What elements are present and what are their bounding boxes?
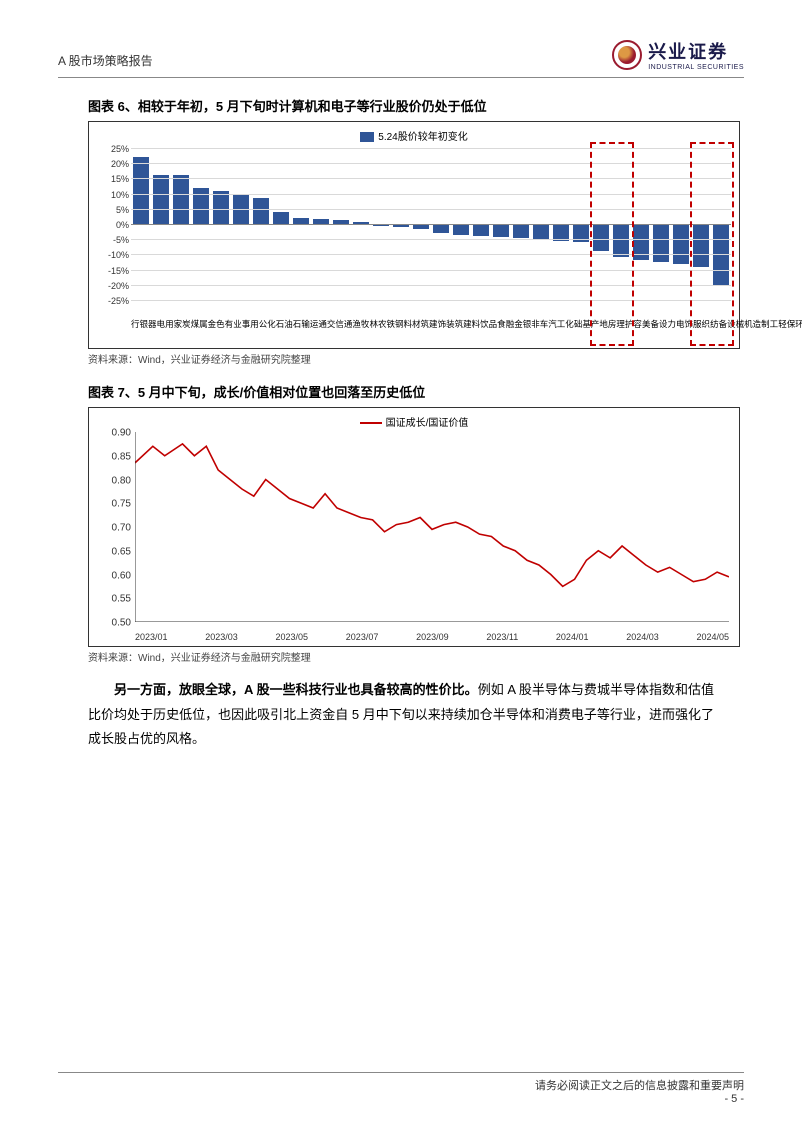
chart6-ytick: 10% xyxy=(91,190,129,200)
chart6-ytick: 25% xyxy=(91,144,129,154)
chart6-xtick: 石油石化 xyxy=(267,302,301,346)
chart6-bar xyxy=(453,224,469,235)
chart6-highlight-box xyxy=(690,142,734,346)
chart6-xtick: 农林牧渔 xyxy=(352,302,386,346)
company-name-en: INDUSTRIAL SECURITIES xyxy=(648,64,744,71)
chart6-bar xyxy=(173,175,189,224)
chart7-title: 图表 7、5 月中下旬，成长/价值相对位置也回落至历史低位 xyxy=(88,382,744,401)
chart7-ytick: 0.60 xyxy=(93,570,131,581)
chart7-legend: 国证成长/国证价值 xyxy=(89,414,739,429)
chart6-bar xyxy=(273,212,289,224)
chart6-legend: 5.24股价较年初变化 xyxy=(89,128,739,143)
company-name-cn: 兴业证券 xyxy=(648,38,744,64)
chart6-xtick: 通信 xyxy=(335,302,352,346)
chart6-bar xyxy=(673,224,689,264)
chart7-ytick: 0.50 xyxy=(93,618,131,629)
chart6-ytick: 0% xyxy=(91,220,129,230)
chart6-bar xyxy=(513,224,529,238)
chart6-xtick: 有色金属 xyxy=(199,302,233,346)
chart7-xtick: 2023/11 xyxy=(486,632,518,642)
chart7-xtick: 2023/05 xyxy=(276,632,309,642)
chart7-ytick: 0.75 xyxy=(93,499,131,510)
page-footer: 请务必阅读正文之后的信息披露和重要声明 - 5 - xyxy=(58,1072,744,1105)
chart6-bar xyxy=(153,175,169,224)
chart7-legend-label: 国证成长/国证价值 xyxy=(386,418,469,429)
chart6-legend-swatch xyxy=(360,132,374,142)
chart7-line xyxy=(135,444,729,587)
chart7-x-labels: 2023/01 2023/03 2023/05 2023/07 2023/09 2023/… xyxy=(135,632,729,642)
chart7-xtick: 2023/07 xyxy=(346,632,379,642)
chart6-ytick: -20% xyxy=(91,281,129,291)
chart6-ytick: 20% xyxy=(91,159,129,169)
chart6-xtick: 家用电器 xyxy=(148,302,182,346)
page-header: A 股市场策略报告 兴业证券 INDUSTRIAL SECURITIES xyxy=(58,38,744,78)
chart7-ytick: 0.70 xyxy=(93,523,131,534)
chart6-xtick: 基础化工 xyxy=(557,302,591,346)
chart6-ytick: -25% xyxy=(91,296,129,306)
chart7-xtick: 2023/01 xyxy=(135,632,168,642)
chart6-source: 资料来源：Wind，兴业证券经济与金融研究院整理 xyxy=(88,351,744,366)
chart6-xtick: 公用事业 xyxy=(233,302,267,346)
chart7-plot xyxy=(135,432,729,622)
chart6-xtick: 煤炭 xyxy=(182,302,199,346)
chart6-xtick: 轻工制造 xyxy=(753,302,787,346)
chart7-ytick: 0.90 xyxy=(93,428,131,439)
chart6-xtick: 钢铁 xyxy=(386,302,403,346)
report-type: A 股市场策略报告 xyxy=(58,38,153,69)
chart6-xtick: 环保 xyxy=(787,302,802,346)
chart7-ytick: 0.65 xyxy=(93,546,131,557)
chart7-source: 资料来源：Wind，兴业证券经济与金融研究院整理 xyxy=(88,649,744,664)
chart6-bar xyxy=(253,198,269,224)
chart6-legend-label: 5.24股价较年初变化 xyxy=(378,132,467,143)
chart6-xtick: 非银金融 xyxy=(506,302,540,346)
chart6-box: 5.24股价较年初变化 银行家用电器煤炭有色金属公用事业石油石化交通运输通信农林… xyxy=(88,121,740,349)
chart6-title: 图表 6、相较于年初，5 月下旬时计算机和电子等行业股价仍处于低位 xyxy=(88,96,744,115)
chart6-x-labels: 银行家用电器煤炭有色金属公用事业石油石化交通运输通信农林牧渔钢铁建筑材料建筑装饰… xyxy=(131,302,731,346)
chart7-ytick: 0.80 xyxy=(93,475,131,486)
body-para1-bold: 另一方面，放眼全球，A 股一些科技行业也具备较高的性价比。 xyxy=(114,682,478,697)
chart6-xtick: 食品饮料 xyxy=(472,302,506,346)
chart7-legend-line xyxy=(360,422,382,424)
chart7-xtick: 2024/01 xyxy=(556,632,589,642)
chart7-box: 国证成长/国证价值 2023/012023/032023/052023/0720… xyxy=(88,407,740,647)
chart6-ytick: 5% xyxy=(91,205,129,215)
chart7-xtick: 2023/09 xyxy=(416,632,449,642)
company-logo-block: 兴业证券 INDUSTRIAL SECURITIES xyxy=(612,38,744,71)
chart7-xtick: 2024/03 xyxy=(626,632,659,642)
chart6-ytick: -5% xyxy=(91,235,129,245)
body-paragraph-1: 另一方面，放眼全球，A 股一些科技行业也具备较高的性价比。例如 A 股半导体与费… xyxy=(88,678,714,752)
chart6-bar xyxy=(133,157,149,224)
chart7-ytick: 0.55 xyxy=(93,594,131,605)
chart6-bar xyxy=(493,224,509,237)
chart6-ytick: 15% xyxy=(91,174,129,184)
chart6-xtick: 建筑装饰 xyxy=(438,302,472,346)
chart6-xtick: 交通运输 xyxy=(301,302,335,346)
chart7-xtick: 2024/05 xyxy=(696,632,729,642)
logo-icon xyxy=(612,40,642,70)
chart6-bar xyxy=(533,224,549,239)
chart7-xtick: 2023/03 xyxy=(205,632,238,642)
chart6-xtick: 银行 xyxy=(131,302,148,346)
chart6-bar xyxy=(213,191,229,224)
chart6-bar xyxy=(653,224,669,262)
chart6-highlight-box xyxy=(590,142,634,346)
chart6-bar xyxy=(473,224,489,236)
chart6-plot xyxy=(131,148,731,300)
footer-disclaimer: 请务必阅读正文之后的信息披露和重要声明 xyxy=(535,1077,744,1093)
chart6-xtick: 建筑材料 xyxy=(404,302,438,346)
chart6-xtick: 汽车 xyxy=(540,302,557,346)
chart6-xtick: 电力设备 xyxy=(650,302,684,346)
chart6-ytick: -10% xyxy=(91,250,129,260)
chart6-bar xyxy=(433,224,449,233)
chart6-ytick: -15% xyxy=(91,266,129,276)
footer-page-number: - 5 - xyxy=(535,1093,744,1105)
chart7-ytick: 0.85 xyxy=(93,451,131,462)
